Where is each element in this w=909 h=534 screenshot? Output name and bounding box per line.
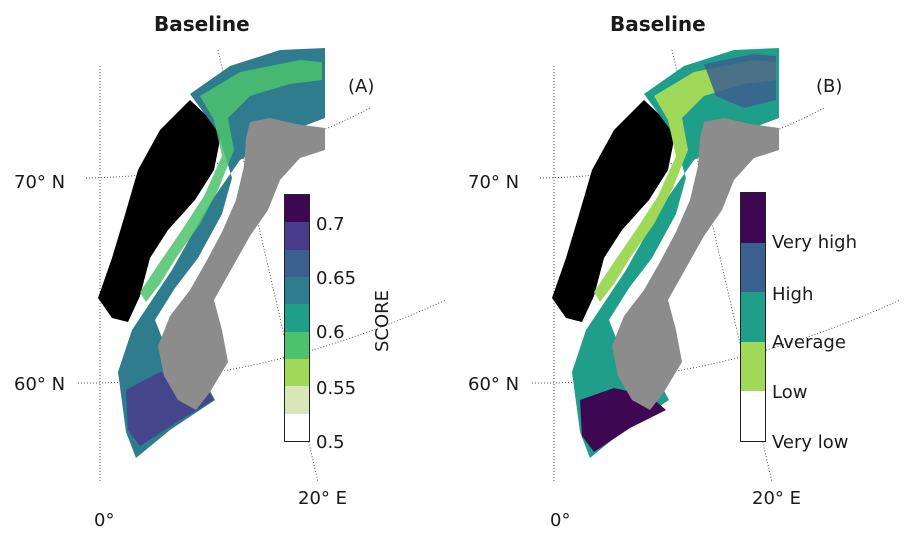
colorbar-tick: Average [772, 332, 846, 353]
colorbar-segment [285, 304, 309, 332]
land [612, 118, 779, 410]
land [158, 118, 325, 410]
colorbar-tick: Very low [772, 432, 849, 453]
colorbar [740, 192, 766, 442]
colorbar [284, 194, 310, 442]
panel-title: Baseline [610, 12, 706, 36]
colorbar-tick: 0.5 [316, 432, 345, 453]
map-b [531, 48, 901, 483]
colorbar-segment [741, 341, 765, 392]
colorbar-segment [285, 386, 309, 414]
colorbar-segment [741, 193, 765, 243]
colorbar-tick: High [772, 284, 814, 305]
colorbar-segment [285, 195, 309, 223]
colorbar-title: SCORE [372, 289, 393, 352]
lat-label-70: 70° N [468, 172, 520, 193]
map-a [77, 48, 447, 483]
panel-a: Baseline (A) 70° N 60° N 0° 20° E 0.7 0.… [0, 0, 454, 534]
colorbar-tick: 0.65 [316, 268, 357, 289]
colorbar-tick: 0.55 [316, 378, 357, 399]
lon-label-0: 0° [94, 510, 115, 531]
lat-label-70: 70° N [14, 172, 66, 193]
class-band-low [594, 60, 776, 302]
colorbar-segment [285, 358, 309, 387]
colorbar-segment [285, 276, 309, 305]
colorbar-tick: 0.7 [316, 214, 345, 235]
panel-b: Baseline (B) 70° N 60° N 0° 20° E Very h… [454, 0, 908, 534]
colorbar-segment [285, 249, 309, 277]
lon-label-20e: 20° E [752, 488, 801, 509]
panel-title: Baseline [154, 12, 250, 36]
panel-label: (B) [816, 76, 843, 97]
colorbar-tick: Very high [772, 232, 858, 253]
colorbar-segment [285, 331, 309, 359]
colorbar-segment [741, 242, 765, 293]
score-band-green [140, 60, 322, 302]
lat-label-60: 60° N [14, 374, 66, 395]
lon-label-0: 0° [550, 510, 571, 531]
colorbar-tick: 0.6 [316, 322, 345, 343]
masked-region [98, 100, 222, 322]
colorbar-segment [741, 292, 765, 342]
panel-label: (A) [348, 76, 375, 97]
lon-label-20e: 20° E [298, 488, 347, 509]
lat-label-60: 60° N [468, 374, 520, 395]
colorbar-segment [285, 413, 309, 441]
masked-region [552, 100, 676, 322]
colorbar-segment [741, 391, 765, 441]
colorbar-segment [285, 222, 309, 250]
class-band-high [704, 54, 776, 108]
colorbar-tick: Low [772, 382, 808, 403]
